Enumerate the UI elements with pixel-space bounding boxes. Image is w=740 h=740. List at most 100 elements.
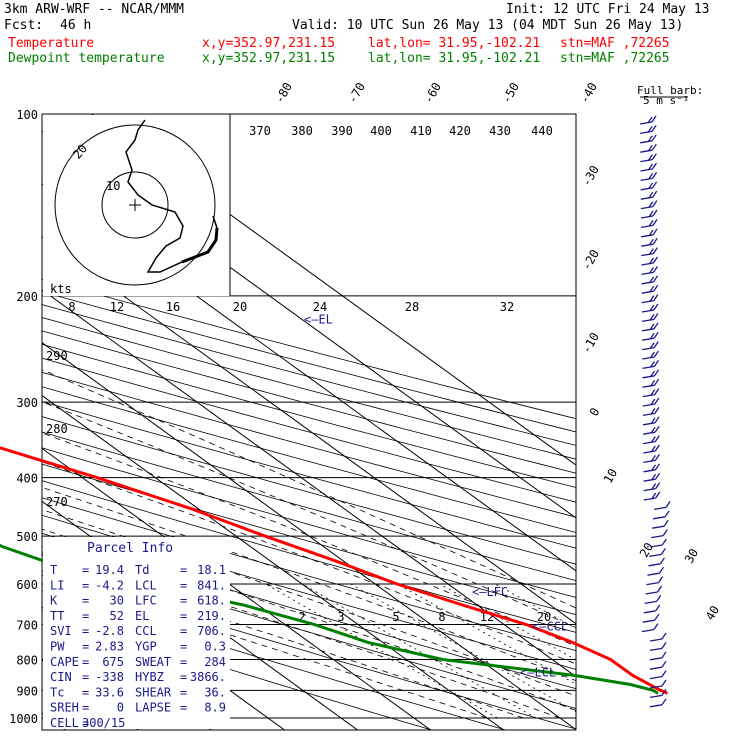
parcel-info-eq: = — [180, 578, 187, 592]
parcel-info-cell: LI — [50, 578, 64, 592]
parcel-info-cell: -338 — [95, 670, 124, 684]
parcel-info-cell: LAPSE — [135, 701, 171, 715]
parcel-info-eq: = — [180, 563, 187, 577]
level-marker-el: <–EL — [304, 313, 333, 327]
forecast-hours: 46 h — [60, 18, 92, 33]
wind-barb — [653, 510, 670, 520]
wind-barb — [641, 275, 659, 285]
dry-adiabat-line — [42, 447, 576, 598]
mixing-ratio-label: 2 — [298, 610, 305, 624]
wind-barb — [649, 670, 667, 680]
dewpoint-legend: Dewpoint temperature — [8, 51, 165, 66]
parcel-info-cell: 18.1 — [197, 563, 226, 577]
isotherm-line — [42, 447, 432, 730]
parcel-info-cell: -2.8 — [95, 624, 124, 638]
isotherm-line — [42, 289, 576, 678]
wind-barb — [641, 623, 659, 633]
wind-barb — [642, 416, 660, 426]
mixing-ratio-label: 8 — [438, 610, 445, 624]
parcel-info-cell: CAPE — [50, 655, 79, 669]
wind-barb — [639, 115, 657, 125]
parcel-info-eq: = — [180, 655, 187, 669]
wind-barb — [640, 209, 658, 219]
wind-barb — [640, 153, 657, 163]
level-marker-lcl: <–LCL — [520, 666, 556, 680]
theta-label: 370 — [249, 124, 271, 138]
parcel-info-eq: = — [82, 685, 89, 699]
wind-barb — [643, 604, 661, 614]
parcel-info-eq: = — [82, 578, 89, 592]
wind-barb — [646, 576, 664, 586]
parcel-info-cell: CCL — [135, 624, 157, 638]
wind-barb — [641, 303, 659, 313]
parcel-info-cell: 0.3 — [204, 640, 226, 654]
parcel-info-eq: = — [82, 563, 89, 577]
parcel-info-cell: LFC — [135, 594, 157, 608]
pressure-label: 500 — [16, 530, 38, 544]
parcel-info-cell: SHEAR — [135, 685, 172, 699]
isotherm-label: -50 — [499, 80, 522, 106]
parcel-info-title: Parcel Info — [87, 541, 173, 556]
wind-barb — [649, 632, 667, 642]
pressure-label: 600 — [16, 578, 38, 592]
wind-barb — [640, 162, 658, 172]
parcel-info-cell: K — [50, 594, 58, 608]
parcel-info-cell: 30 — [110, 594, 124, 608]
parcel-info-cell: 300/15 — [82, 716, 125, 730]
parcel-info-eq: = — [180, 685, 187, 699]
mixing-ratio-line — [494, 583, 576, 629]
parcel-info-cell: LCL — [135, 578, 157, 592]
hodograph-ring-inner — [101, 171, 169, 239]
parcel-info-cell: 706. — [197, 624, 226, 638]
parcel-info-cell: HYBZ — [135, 670, 164, 684]
init-time: Init: 12 UTC Fri 24 May 13 — [506, 2, 710, 17]
parcel-info-eq: = — [82, 640, 89, 654]
hodograph-ring-outer — [54, 124, 216, 286]
wind-barb — [643, 444, 660, 454]
moist-adiabat-line — [42, 486, 576, 682]
parcel-info-cell: 33.6 — [95, 685, 124, 699]
dry-adiabat-line — [42, 291, 576, 433]
parcel-info-cell: CIN — [50, 670, 72, 684]
parcel-info-eq: = — [180, 640, 187, 654]
theta-label: 440 — [531, 124, 553, 138]
mixing-ratio-line — [302, 583, 537, 719]
dry-adiabat-line — [42, 570, 576, 730]
wind-barb — [643, 435, 660, 445]
parcel-info-eq: = — [180, 624, 187, 638]
wind-barb — [641, 322, 659, 332]
wind-barb — [642, 425, 660, 435]
wind-barb — [642, 397, 660, 407]
dewpoint-latlon: lat,lon= 31.95,-102.21 — [368, 51, 541, 66]
wind-barb — [642, 350, 659, 360]
pressure-label: 400 — [16, 472, 38, 486]
wind-barb — [640, 143, 657, 153]
temperature-line — [0, 446, 669, 695]
parcel-info-cell: SVI — [50, 624, 72, 638]
parcel-info-cell: TT — [50, 609, 64, 623]
theta-label: 400 — [370, 124, 392, 138]
wind-barb — [641, 228, 658, 238]
plot-frame — [41, 113, 577, 731]
parcel-info-cell: PW — [50, 640, 65, 654]
wind-barb — [641, 266, 659, 276]
level-marker-lfc: <–LFC — [472, 585, 508, 599]
dry-adiabat-line — [42, 431, 576, 582]
pressure-label: 800 — [16, 653, 38, 667]
isotherm-label: 10 — [601, 466, 620, 486]
parcel-info-cell: SWEAT — [135, 655, 171, 669]
dry-adiabat-line — [42, 463, 576, 616]
parcel-info-cell: 618. — [197, 594, 226, 608]
wind-barbs — [639, 115, 671, 708]
wind-barb — [651, 529, 668, 539]
isotherm-label: -30 — [579, 163, 602, 189]
wind-barb — [643, 472, 661, 482]
parcel-info-eq: = — [82, 670, 89, 684]
parcel-info-eq: = — [82, 609, 89, 623]
isotherm-line — [42, 342, 576, 730]
parcel-info-eq: = — [82, 716, 89, 730]
parcel-info-cell: Td — [135, 563, 149, 577]
parcel-info-cell: 36. — [204, 685, 226, 699]
wind-barb — [649, 698, 667, 708]
wind-barb — [642, 331, 659, 341]
